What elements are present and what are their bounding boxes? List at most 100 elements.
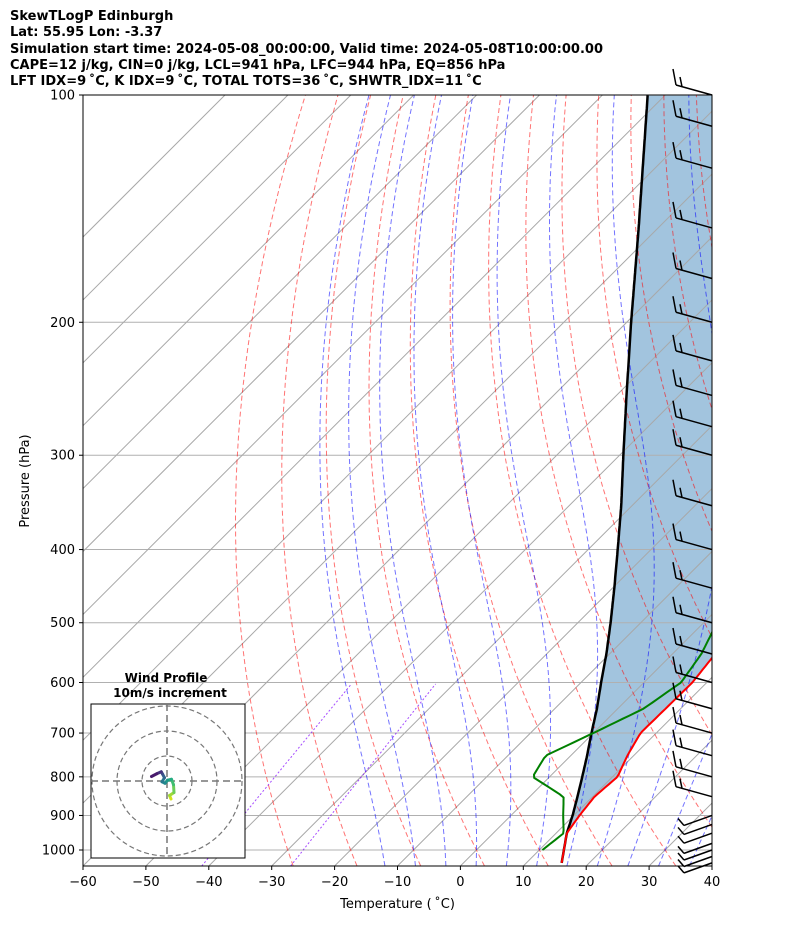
dry-adiabat bbox=[762, 95, 794, 866]
isotherm-line bbox=[83, 95, 666, 679]
isotherm-line bbox=[83, 95, 477, 490]
y-tick-label: 900 bbox=[50, 809, 75, 824]
barb-flag bbox=[677, 835, 685, 844]
y-tick-label: 800 bbox=[50, 770, 75, 785]
barb-flag bbox=[679, 690, 683, 701]
temperature-profile-line bbox=[560, 656, 712, 864]
wind-barb bbox=[672, 479, 713, 507]
wind-barb bbox=[672, 562, 713, 589]
x-tick-label: −30 bbox=[258, 875, 285, 890]
barb-shaft bbox=[683, 823, 713, 836]
dry-adiabat bbox=[235, 95, 306, 866]
barb-flag bbox=[679, 108, 683, 119]
wind-barb bbox=[672, 369, 713, 397]
isotherm-line bbox=[522, 676, 712, 866]
barb-flag bbox=[679, 531, 683, 542]
barb-flag bbox=[679, 260, 683, 271]
wind-barb bbox=[672, 729, 713, 757]
hodograph-subtitle: 10m/s increment bbox=[113, 686, 227, 700]
dry-adiabat bbox=[409, 95, 549, 866]
barb-shaft bbox=[675, 267, 713, 280]
dry-adiabat bbox=[449, 95, 613, 866]
barb-flag bbox=[672, 100, 677, 117]
wind-barb bbox=[672, 682, 713, 710]
isotherm-line bbox=[83, 95, 352, 364]
dry-adiabat bbox=[561, 95, 712, 736]
dry-adiabat bbox=[281, 95, 358, 866]
dry-adiabat bbox=[368, 95, 485, 866]
barb-shaft bbox=[683, 814, 713, 827]
isotherm-line bbox=[397, 550, 712, 866]
barb-shaft bbox=[675, 311, 713, 324]
barb-shaft bbox=[675, 671, 713, 684]
dry-adiabat bbox=[488, 95, 677, 866]
wind-barb bbox=[672, 334, 713, 362]
isotherm-line bbox=[83, 95, 540, 553]
barb-shaft bbox=[675, 643, 713, 655]
axes: −60 −50 −40 −30 −20 −10 0 10 20 30 40 1000 900 800 70… bbox=[18, 89, 720, 913]
barb-flag bbox=[672, 296, 677, 313]
barb-shaft bbox=[675, 698, 713, 710]
moist-adiabat bbox=[596, 95, 655, 866]
dry-adiabat bbox=[325, 95, 422, 866]
barb-shaft bbox=[675, 415, 713, 428]
y-axis-label: Pressure (hPa) bbox=[18, 434, 33, 527]
x-tick-label: −20 bbox=[321, 875, 348, 890]
mixing-ratio-line bbox=[290, 683, 436, 866]
barb-shaft bbox=[675, 350, 713, 362]
isotherm-line bbox=[208, 362, 712, 866]
barb-flag bbox=[679, 150, 683, 160]
wind-barb bbox=[677, 823, 713, 836]
x-tick-label: 40 bbox=[704, 875, 721, 890]
wind-barb bbox=[672, 706, 713, 734]
barb-flag bbox=[672, 706, 677, 724]
barb-shaft bbox=[675, 84, 713, 96]
barb-shaft bbox=[675, 217, 713, 229]
barb-shaft bbox=[675, 722, 713, 734]
barb-shaft bbox=[675, 577, 713, 589]
barb-shaft bbox=[675, 538, 713, 551]
hodograph-inset: Wind Profile 10m/s increment bbox=[90, 671, 246, 859]
barb-flag bbox=[679, 778, 683, 789]
y-tick-label: 1000 bbox=[42, 844, 75, 859]
barb-flag bbox=[672, 562, 677, 579]
hodograph-title: Wind Profile bbox=[125, 671, 208, 685]
barb-flag bbox=[677, 852, 685, 861]
wind-barb bbox=[677, 832, 713, 844]
y-tick-label: 600 bbox=[50, 676, 75, 691]
barb-flag bbox=[672, 596, 677, 613]
x-tick-label: −10 bbox=[384, 875, 411, 890]
barb-flag bbox=[679, 304, 683, 315]
wind-barb bbox=[677, 842, 713, 855]
x-tick-label: 10 bbox=[515, 875, 532, 890]
barb-shaft bbox=[675, 766, 713, 778]
barb-flag bbox=[679, 635, 683, 646]
time-line: Simulation start time: 2024-05-08_00:00:… bbox=[10, 41, 603, 57]
wind-barb bbox=[672, 627, 713, 655]
barb-flag bbox=[672, 334, 677, 352]
wind-barb bbox=[672, 596, 713, 624]
y-tick-label: 200 bbox=[50, 316, 75, 331]
x-tick-label: 30 bbox=[641, 875, 658, 890]
barb-flag bbox=[677, 845, 685, 854]
barb-shaft bbox=[675, 115, 713, 127]
cape-indices-line: CAPE=12 j/kg, CIN=0 j/kg, LCL=941 hPa, L… bbox=[10, 57, 506, 73]
wind-barb bbox=[672, 400, 713, 428]
barb-flag bbox=[672, 627, 677, 645]
isotherm-line bbox=[145, 299, 712, 866]
x-axis-ticks: −60 −50 −40 −30 −20 −10 0 10 20 30 40 bbox=[69, 866, 720, 890]
barb-flag bbox=[679, 570, 683, 580]
barb-shaft bbox=[683, 862, 713, 874]
barb-flag bbox=[679, 76, 683, 87]
barb-shaft bbox=[683, 832, 713, 844]
location-line: Lat: 55.95 Lon: -3.37 bbox=[10, 25, 163, 41]
dewpoint-profile-line bbox=[533, 630, 712, 851]
y-tick-label: 100 bbox=[50, 89, 75, 104]
barb-flag bbox=[672, 479, 677, 496]
barb-shaft bbox=[675, 157, 713, 169]
dry-adiabat bbox=[630, 95, 712, 533]
barb-flag bbox=[679, 604, 683, 615]
moist-adiabat bbox=[379, 95, 447, 866]
stability-indices-line: LFT IDX=9 ˚C, K IDX=9 ˚C, TOTAL TOTS=36 … bbox=[10, 74, 482, 90]
barb-flag bbox=[677, 859, 685, 867]
